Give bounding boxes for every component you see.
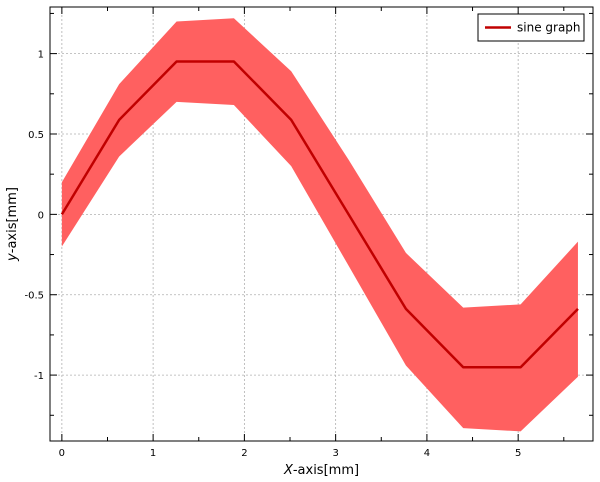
y-axis-label-var: y [5,253,20,262]
y-tick-label: 0 [38,210,44,221]
x-axis-label-rest: -axis[mm] [293,463,359,478]
confidence-band [61,18,578,432]
x-tick-label: 2 [241,448,247,459]
x-axis-label: X-axis[mm] [283,463,359,478]
series-layer [60,60,579,369]
sine-graph-line [60,60,579,369]
y-tick-label: 1 [38,50,44,61]
legend-entry-sine-graph: sine graph [517,21,581,35]
x-axis-label-var: X [283,463,294,478]
x-tick-label: 4 [424,448,430,459]
y-axis-label-rest: -axis[mm] [5,187,20,253]
y-tick-label: 0.5 [28,130,44,141]
x-tick-label: 1 [150,448,156,459]
y-tick-label: -0.5 [24,291,44,302]
legend: sine graph [477,13,585,42]
ticks [50,7,593,441]
x-tick-label: 3 [332,448,338,459]
plot-frame [49,6,594,442]
y-tick-label: -1 [34,371,44,382]
confidence-band-layer [61,18,578,432]
tick-labels: 0 1 2 3 4 5 -1 -0.5 0 0.5 1 [24,50,521,459]
x-tick-label: 0 [59,448,65,459]
y-axis-label: y-axis[mm] [5,187,20,262]
x-tick-label: 5 [515,448,521,459]
